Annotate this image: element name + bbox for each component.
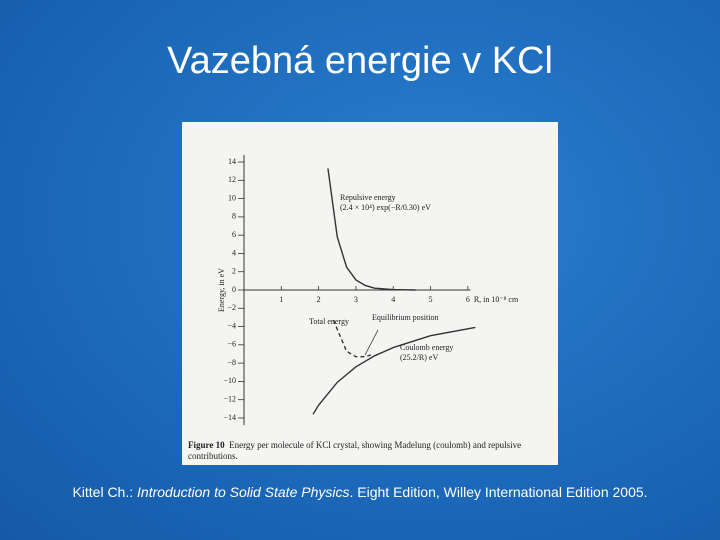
annotation: Repulsive energy: [340, 193, 396, 202]
citation-edition: . Eight Edition, Willey International Ed…: [349, 484, 648, 500]
x-tick-label: 1: [279, 295, 283, 304]
y-tick-label: −2: [227, 303, 236, 312]
y-tick-label: −10: [223, 376, 236, 385]
y-tick-label: 8: [232, 212, 236, 221]
y-tick-label: 12: [228, 175, 236, 184]
y-tick-label: 6: [232, 230, 236, 239]
y-tick-label: 14: [228, 157, 236, 166]
y-tick-label: −8: [227, 358, 236, 367]
y-tick-label: −6: [227, 340, 236, 349]
y-tick-label: 4: [232, 248, 236, 257]
x-tick-label: 3: [354, 295, 358, 304]
x-tick-label: 5: [429, 295, 433, 304]
citation-author: Kittel Ch.:: [72, 484, 138, 500]
y-tick-label: 2: [232, 267, 236, 276]
y-tick-label: −14: [223, 413, 236, 422]
x-axis-label: R, in 10⁻⁸ cm: [474, 295, 519, 304]
x-tick-label: 6: [466, 295, 470, 304]
series-line: [327, 168, 416, 291]
annotation: Coulomb energy: [400, 343, 453, 352]
y-axis-label: Energy, in eV: [217, 268, 226, 312]
y-tick-label: −12: [223, 395, 236, 404]
figure-box: [182, 122, 558, 465]
y-tick-label: 10: [228, 193, 236, 202]
y-tick-label: 0: [232, 285, 236, 294]
annotation: Equilibrium position: [372, 313, 438, 322]
slide-title: Vazebná energie v KCl: [167, 40, 553, 82]
x-tick-label: 2: [317, 295, 321, 304]
figure-caption: Figure 10 Energy per molecule of KCl cry…: [188, 440, 548, 462]
pointer: [364, 329, 379, 356]
series-line: [332, 319, 372, 358]
annotation: (25.2/R) eV: [400, 353, 438, 362]
y-tick-label: −4: [227, 321, 236, 330]
x-tick-label: 4: [391, 295, 395, 304]
caption-text: Energy per molecule of KCl crystal, show…: [188, 440, 522, 461]
annotation: (2.4 × 10⁴) exp(−R/0.30) eV: [340, 203, 431, 212]
series-line: [312, 326, 476, 415]
citation-book: Introduction to Solid State Physics: [137, 484, 350, 500]
citation: Kittel Ch.: Introduction to Solid State …: [0, 484, 720, 500]
annotation: Total energy: [309, 317, 349, 326]
figure-label: Figure 10: [188, 440, 225, 450]
